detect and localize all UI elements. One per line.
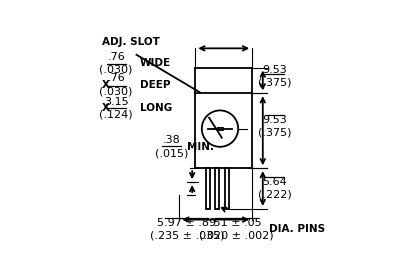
Text: 5.97 ± .89: 5.97 ± .89	[157, 218, 216, 228]
Bar	[225, 168, 228, 209]
Text: X: X	[102, 80, 110, 90]
Text: 5.64: 5.64	[262, 177, 287, 187]
Bar	[206, 168, 210, 209]
Text: 9.53: 9.53	[262, 115, 287, 125]
Text: (.030): (.030)	[100, 86, 133, 96]
Bar	[217, 127, 223, 130]
Text: X: X	[102, 103, 110, 113]
Bar	[195, 93, 252, 168]
Text: MIN.: MIN.	[187, 142, 214, 152]
Text: (.235 ± .035): (.235 ± .035)	[150, 231, 224, 241]
Text: .38: .38	[163, 135, 181, 145]
Text: (.375): (.375)	[258, 128, 291, 138]
Text: (.030): (.030)	[100, 65, 133, 75]
Text: 3.15: 3.15	[104, 97, 128, 107]
Text: (.124): (.124)	[99, 110, 133, 120]
Text: (.375): (.375)	[258, 78, 291, 88]
Text: WIDE: WIDE	[140, 58, 171, 68]
Text: .76: .76	[107, 73, 125, 83]
Text: (.020 ± .002): (.020 ± .002)	[199, 231, 273, 241]
Text: 9.53: 9.53	[262, 65, 287, 75]
Text: DIA. PINS: DIA. PINS	[269, 224, 325, 234]
Bar	[216, 168, 219, 209]
Text: .51 ± .05: .51 ± .05	[210, 218, 262, 228]
Text: DEEP: DEEP	[140, 80, 170, 90]
Text: (.222): (.222)	[258, 190, 292, 200]
Text: .76: .76	[107, 52, 125, 62]
Text: LONG: LONG	[140, 103, 172, 113]
Text: ADJ. SLOT: ADJ. SLOT	[102, 37, 160, 47]
Text: (.015): (.015)	[155, 148, 188, 158]
